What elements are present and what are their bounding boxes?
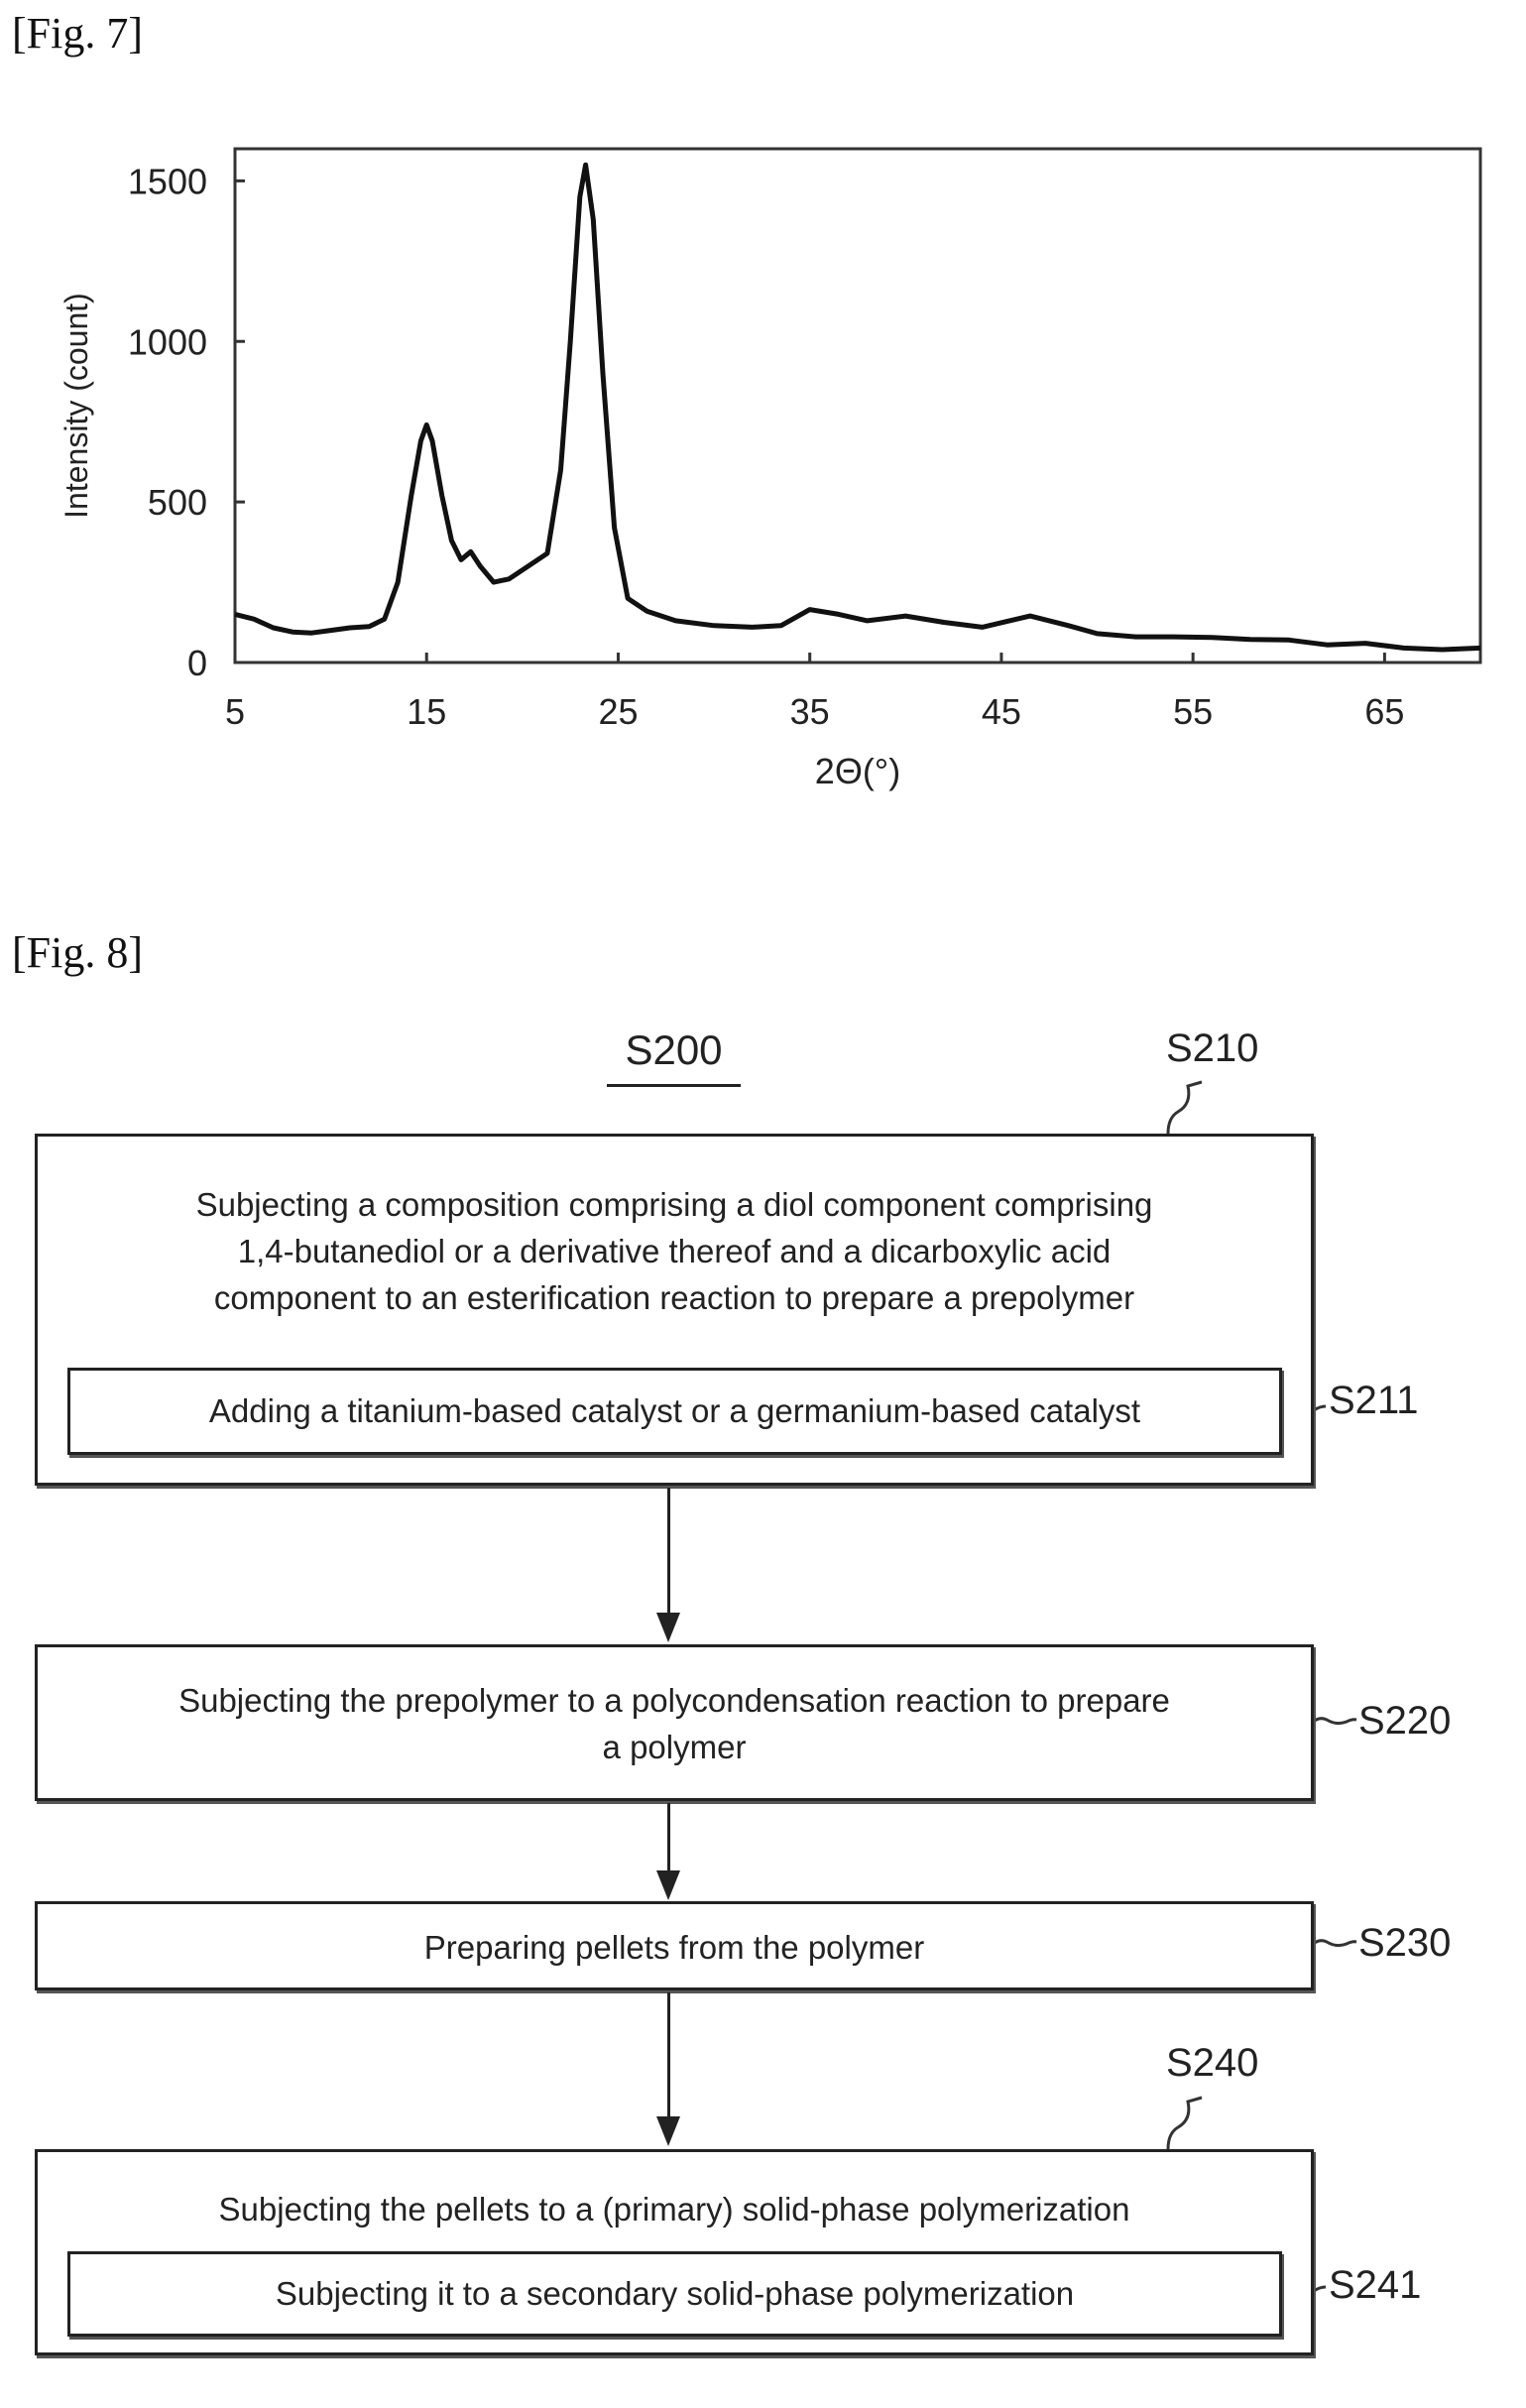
x-tick-label: 45 [982,691,1021,732]
step-box-s240: Subjecting the pellets to a (primary) so… [35,2149,1314,2355]
step-text-s210-line2: 1,4-butanediol or a derivative thereof a… [237,1233,1112,1269]
step-text-s230: Preparing pellets from the polymer [423,1929,925,1966]
step-label-s210: S210 [1166,1026,1259,1070]
leader-s210 [1166,1080,1203,1135]
step-label-s240: S240 [1166,2041,1259,2085]
x-tick-label: 55 [1173,691,1213,732]
x-tick-label: 5 [225,691,245,732]
x-tick-label: 25 [598,691,638,732]
flow-title-underline [607,1084,741,1087]
flow-arrow-1 [667,1488,670,1615]
x-axis-label: 2Θ(°) [815,751,900,791]
flow-title: S200 [625,1026,723,1073]
y-tick-label: 1500 [128,161,207,201]
flow-arrow-1-head [656,1613,680,1642]
step-text-s241: Subjecting it to a secondary solid-phase… [275,2275,1075,2312]
step-box-s241: Subjecting it to a secondary solid-phase… [67,2251,1282,2337]
fig7-label: [Fig. 7] [12,9,143,58]
step-box-s220: Subjecting the prepolymer to a polyconde… [35,1644,1314,1801]
y-tick-label: 500 [148,482,207,523]
y-tick-label: 1000 [128,321,207,362]
step-text-s220-line2: a polymer [602,1729,747,1765]
step-box-s211: Adding a titanium-based catalyst or a ge… [67,1368,1282,1455]
leader-s230 [1309,1939,1357,1948]
flow-arrow-3 [667,1992,670,2118]
step-label-s211: S211 [1329,1379,1419,1422]
x-tick-label: 65 [1364,691,1404,732]
leader-s220 [1309,1717,1357,1726]
flow-arrow-2-head [656,1870,680,1900]
x-axis-ticks: 5 15 25 35 45 55 65 [225,653,1404,732]
step-label-s230: S230 [1358,1921,1452,1965]
x-tick-label: 35 [790,691,830,732]
step-box-s230: Preparing pellets from the polymer [35,1901,1314,1990]
step-label-s241: S241 [1329,2263,1422,2307]
y-axis-label: Intensity (count) [59,293,94,519]
step-label-s220: S220 [1358,1699,1452,1743]
flow-arrow-2 [667,1803,670,1872]
xrd-chart: 5 15 25 35 45 55 65 0 500 1000 1500 2Θ(°) Intensi… [59,147,1482,791]
flow-arrow-3-head [656,2116,680,2146]
y-axis-ticks: 0 500 1000 1500 [128,161,245,683]
step-box-s210: Subjecting a composition comprising a di… [35,1134,1314,1486]
series-line [234,162,1481,653]
step-text-s210-line3: component to an esterification reaction … [213,1279,1135,1316]
step-text-s240: Subjecting the pellets to a (primary) so… [218,2191,1130,2227]
step-text-s220-line1: Subjecting the prepolymer to a polyconde… [178,1682,1170,1719]
leader-s240 [1166,2096,1203,2150]
fig8-label: [Fig. 8] [12,928,143,977]
x-tick-label: 15 [407,691,446,732]
step-text-s211: Adding a titanium-based catalyst or a ge… [208,1392,1141,1429]
plot-frame [233,147,1482,664]
step-text-s210-line1: Subjecting a composition comprising a di… [195,1186,1153,1223]
y-tick-label: 0 [187,643,207,683]
